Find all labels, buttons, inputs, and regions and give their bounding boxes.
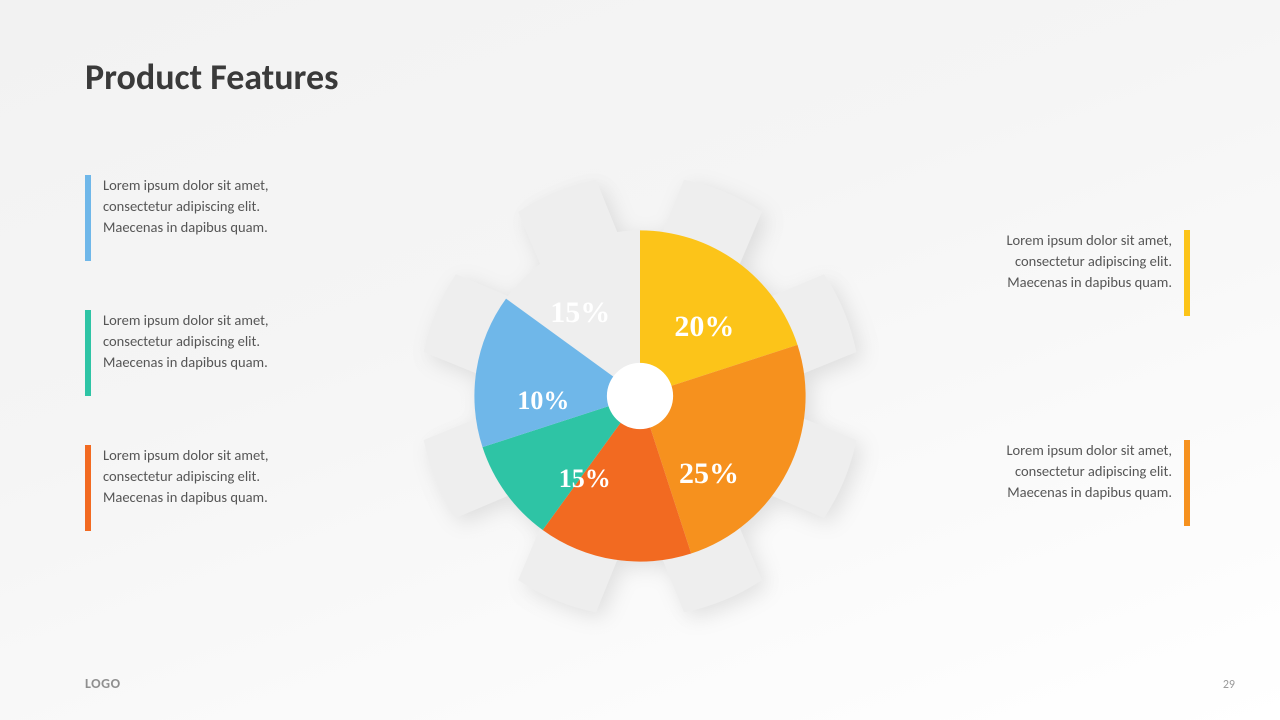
callout-bar: [85, 175, 91, 261]
pie-label-yellow: 20%: [674, 310, 734, 344]
pie-label-teal: 10%: [517, 386, 569, 416]
callout-text: Lorem ipsum dolor sit amet, consectetur …: [960, 440, 1172, 503]
callout-bar: [85, 310, 91, 396]
page-number: 29: [1223, 678, 1235, 692]
callout-left-1: Lorem ipsum dolor sit amet, consectetur …: [85, 310, 315, 373]
callout-bar: [1184, 230, 1190, 316]
pie-label-orange: 25%: [679, 457, 739, 491]
callout-bar: [85, 445, 91, 531]
pie-label-dkorange: 15%: [559, 464, 611, 494]
callout-text: Lorem ipsum dolor sit amet, consectetur …: [960, 230, 1172, 293]
callout-left-0: Lorem ipsum dolor sit amet, consectetur …: [85, 175, 315, 238]
pie-slices: [410, 166, 870, 626]
pie-label-blue: 15%: [550, 296, 610, 330]
callout-text: Lorem ipsum dolor sit amet, consectetur …: [103, 445, 315, 508]
callout-right-0: Lorem ipsum dolor sit amet, consectetur …: [960, 230, 1190, 293]
callout-text: Lorem ipsum dolor sit amet, consectetur …: [103, 310, 315, 373]
callout-right-1: Lorem ipsum dolor sit amet, consectetur …: [960, 440, 1190, 503]
callout-bar: [1184, 440, 1190, 526]
callout-text: Lorem ipsum dolor sit amet, consectetur …: [103, 175, 315, 238]
logo-text: LOGO: [85, 675, 121, 692]
pie-chart: 20% 25% 15% 10% 15%: [410, 166, 870, 626]
callout-left-2: Lorem ipsum dolor sit amet, consectetur …: [85, 445, 315, 508]
page-title: Product Features: [85, 55, 338, 99]
